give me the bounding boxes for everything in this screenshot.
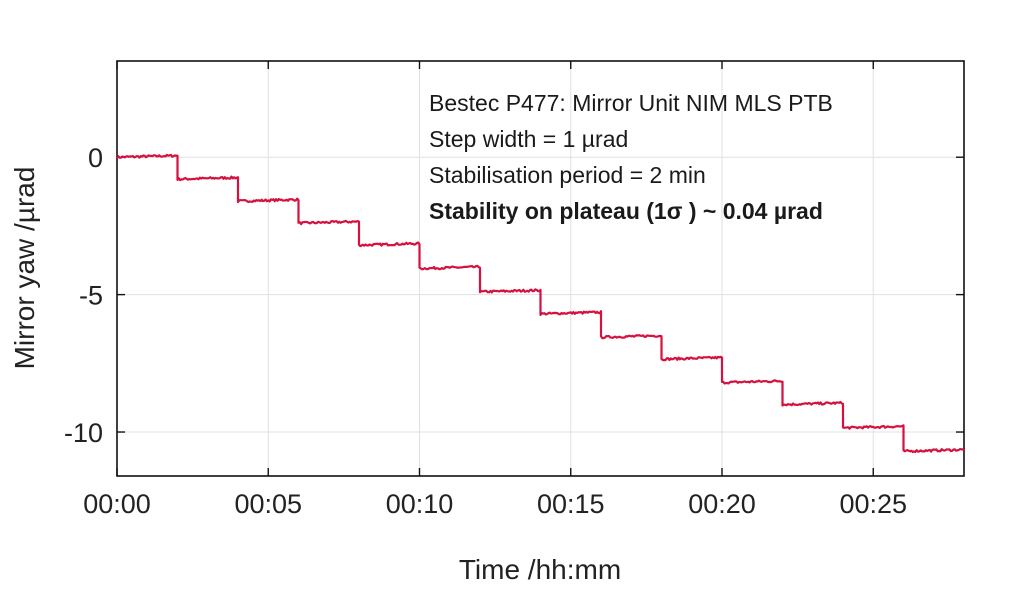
series-line <box>116 153 965 454</box>
grid <box>117 61 964 476</box>
ticks <box>116 61 964 476</box>
x-tick-label: 00:00 <box>83 489 151 519</box>
annotation-line-1: Bestec P477: Mirror Unit NIM MLS PTB <box>429 90 833 116</box>
plot-frame <box>116 60 965 477</box>
x-tick-label: 00:20 <box>688 489 756 519</box>
annotation-line-3: Stabilisation period = 2 min <box>429 162 706 188</box>
y-tick-labels: 0 -5 -10 <box>64 143 103 448</box>
x-tick-label: 00:05 <box>234 489 302 519</box>
x-tick-label: 00:15 <box>537 489 605 519</box>
y-axis-label: Mirror yaw /µrad <box>9 167 40 370</box>
x-tick-labels: 00:00 00:05 00:10 00:15 00:20 00:25 <box>83 489 907 519</box>
annotation-box: Bestec P477: Mirror Unit NIM MLS PTB Step… <box>429 90 833 224</box>
y-tick-label: 0 <box>88 143 103 173</box>
annotation-line-4: Stability on plateau (1σ ) ~ 0.04 µrad <box>429 198 823 224</box>
x-axis-label: Time /hh:mm <box>459 554 621 585</box>
x-tick-label: 00:25 <box>839 489 907 519</box>
y-tick-label: -10 <box>64 418 103 448</box>
annotation-line-2: Step width = 1 µrad <box>429 126 628 152</box>
y-tick-label: -5 <box>79 281 103 311</box>
x-tick-label: 00:10 <box>386 489 454 519</box>
